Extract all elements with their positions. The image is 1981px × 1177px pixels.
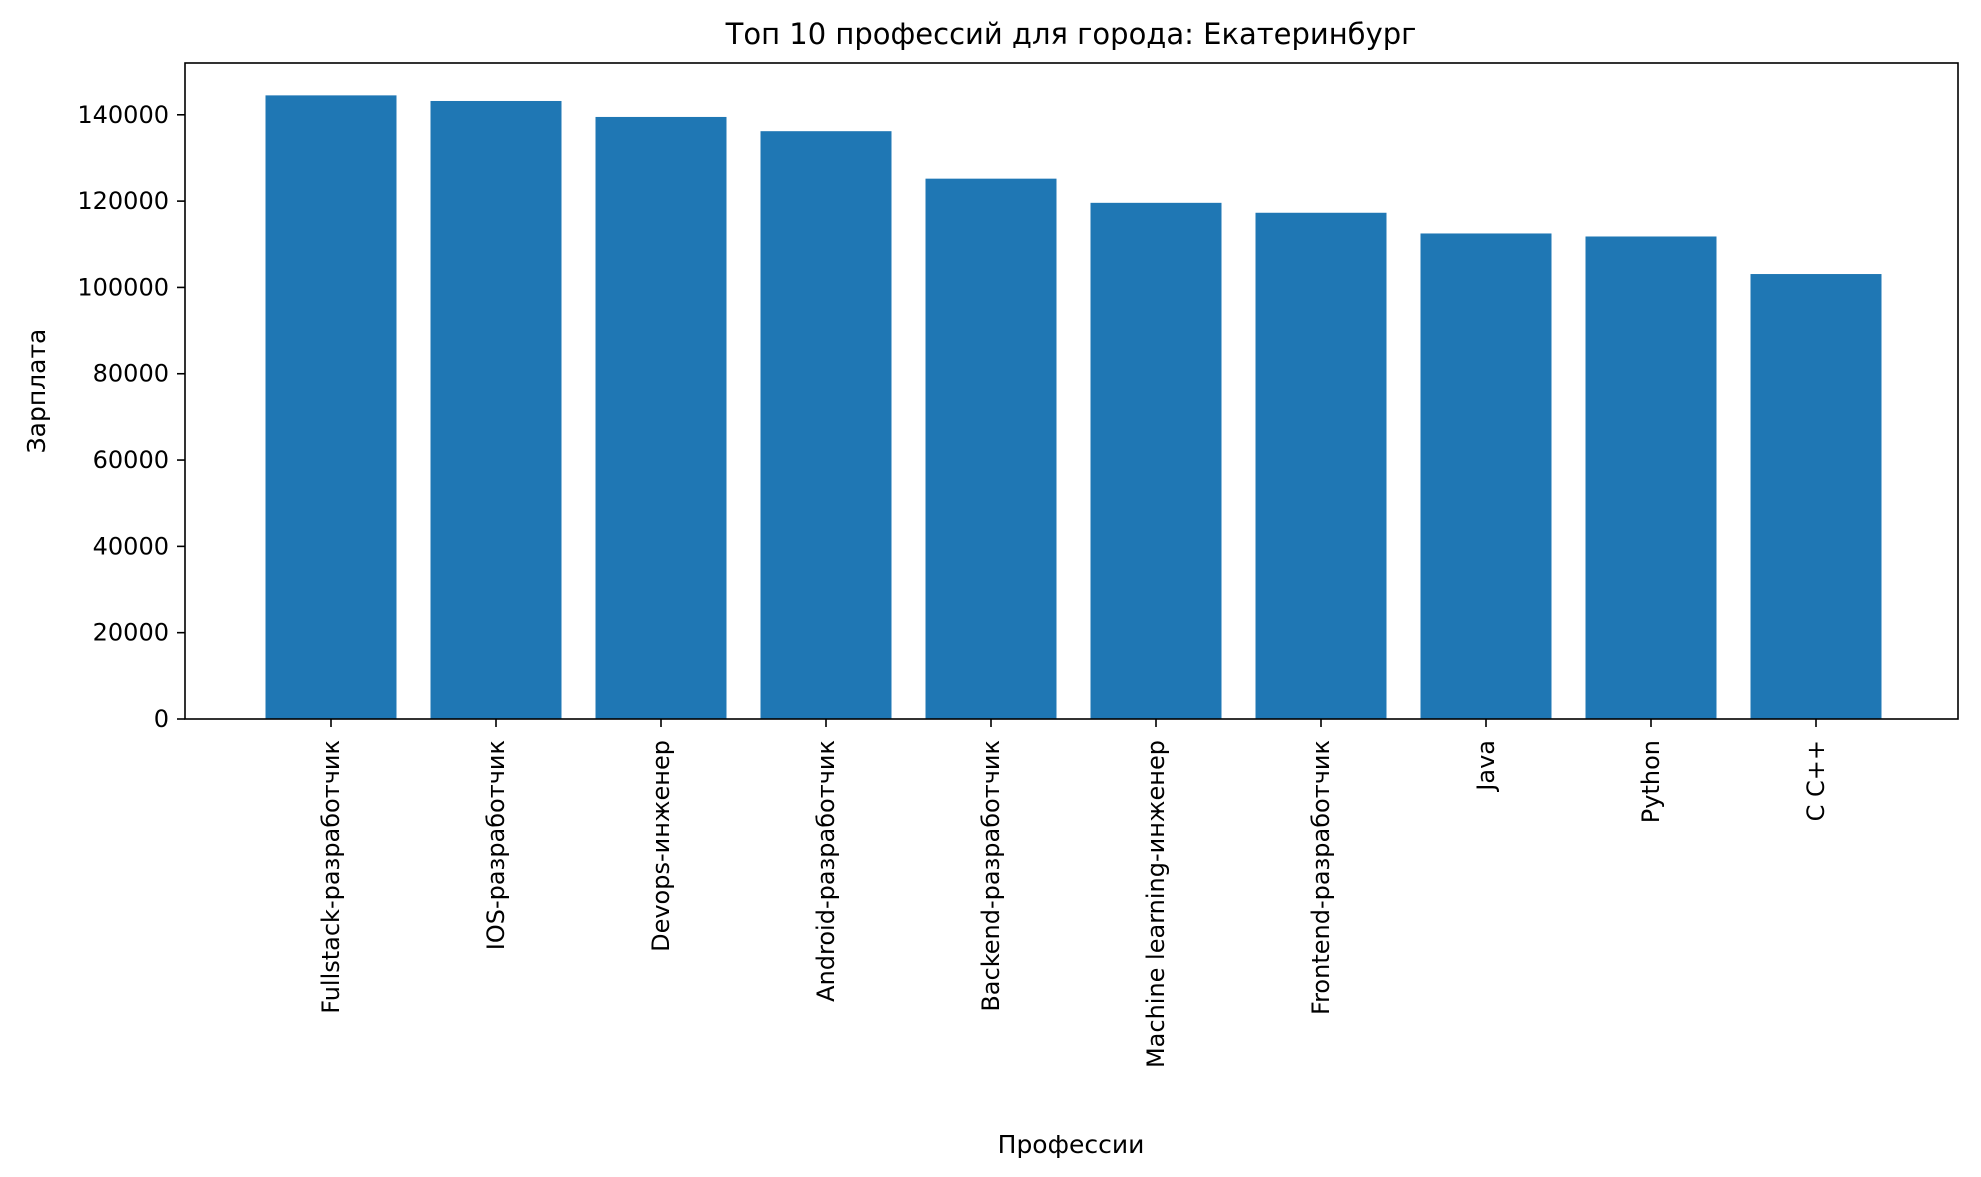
x-tick-label: Python [1637,740,1665,823]
x-tick-label: Fullstack-разработчик [317,740,345,1014]
y-tick-label: 60000 [93,446,169,474]
y-axis-label: Зарплата [22,329,51,454]
x-tick-label: Machine learning-инженер [1142,740,1170,1068]
x-tick-label: Frontend-разработчик [1307,740,1335,1015]
bar-5 [925,178,1057,719]
y-tick-label: 40000 [93,532,169,560]
bar-9 [1585,236,1717,720]
y-tick-label: 140000 [77,101,169,129]
y-tick-label: 80000 [93,360,169,388]
y-tick-label: 100000 [77,273,169,301]
bar-4 [760,131,892,719]
chart-title: Топ 10 профессий для города: Екатеринбур… [725,17,1417,51]
y-axis: 0 20000 40000 60000 80000 100000 120000 140000 [77,101,185,733]
x-tick-label: Backend-разработчик [977,740,1005,1012]
bars-layer [265,95,1882,720]
bar-2 [430,100,562,720]
y-tick-label: 20000 [93,619,169,647]
bar-10 [1750,274,1882,719]
bar-3 [595,116,727,719]
bar-1 [265,95,397,720]
x-axis-label: Профессии [998,1130,1145,1159]
bar-7 [1255,212,1387,719]
x-tick-label: IOS-разработчик [482,740,510,950]
bar-6 [1090,202,1222,719]
x-tick-label: Java [1472,740,1500,793]
x-tick-label: Devops-инженер [647,740,675,952]
x-axis: Fullstack-разработчик IOS-разработчик Devo… [317,719,1830,1068]
bar-8 [1420,233,1552,719]
y-tick-label: 120000 [77,187,169,215]
x-tick-label: Android-разработчик [812,740,840,1002]
plot-frame [184,62,1959,720]
x-tick-label: C C++ [1802,740,1830,821]
y-tick-label: 0 [154,705,169,733]
